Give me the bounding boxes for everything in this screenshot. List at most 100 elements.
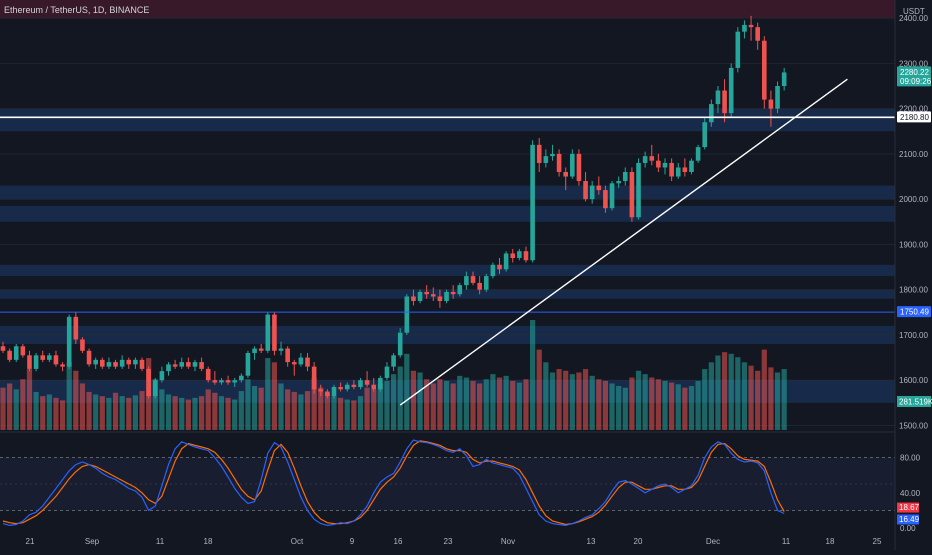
- price-tag-bg: [897, 66, 931, 87]
- x-tick-label: Nov: [501, 537, 515, 546]
- candle: [483, 273, 489, 292]
- candle: [358, 377, 363, 390]
- candle-body: [536, 144, 542, 163]
- candle: [318, 384, 324, 397]
- volume-bar: [278, 383, 284, 430]
- volume-bar: [741, 362, 748, 430]
- candle-body: [695, 147, 701, 161]
- zone-1: [0, 108, 895, 132]
- volume-bar: [318, 387, 324, 430]
- candle: [397, 328, 403, 358]
- volume-bar: [338, 397, 344, 430]
- candle: [536, 138, 542, 172]
- price-tag-label: 2280.22: [900, 68, 929, 77]
- x-tick-label: 9: [350, 537, 355, 546]
- candle: [212, 371, 218, 385]
- candle-body: [225, 380, 231, 383]
- volume-bar: [119, 396, 125, 430]
- volume-bar: [437, 379, 443, 430]
- candle: [510, 248, 516, 263]
- candle-body: [113, 362, 118, 367]
- candle-body: [245, 353, 251, 376]
- volume-bar: [371, 389, 377, 430]
- candle: [391, 353, 396, 372]
- candle-body: [517, 251, 522, 258]
- candle: [682, 158, 688, 177]
- volume-bar: [589, 375, 595, 430]
- osc-d-tag-label: 18.67: [899, 503, 920, 512]
- volume-bar: [404, 353, 410, 430]
- osc-tick-label: 40.00: [900, 489, 921, 498]
- candle-body: [775, 86, 780, 109]
- candle-body: [80, 339, 85, 351]
- trendline: [399, 78, 848, 406]
- candle: [80, 337, 85, 354]
- candle: [258, 344, 264, 354]
- candle-body: [702, 122, 708, 148]
- volume-bar: [225, 397, 231, 430]
- volume-bar: [93, 394, 99, 430]
- candle: [583, 172, 588, 202]
- x-tick-label: 16: [394, 537, 403, 546]
- candle: [219, 377, 224, 385]
- candle: [517, 248, 522, 261]
- candle-body: [523, 251, 529, 261]
- volume-bar: [463, 377, 469, 430]
- candle-body: [530, 144, 535, 261]
- candle-body: [318, 389, 324, 392]
- volume-bar: [20, 379, 26, 430]
- y-tick-label: 2300.00: [899, 59, 928, 68]
- volume-bar: [66, 362, 72, 430]
- candle-body: [781, 72, 787, 86]
- x-tick-label: Dec: [706, 537, 720, 546]
- volume-bar: [569, 374, 575, 430]
- candle: [722, 79, 727, 123]
- volume-bar: [251, 386, 258, 430]
- candle-body: [437, 296, 443, 301]
- candle-body: [285, 348, 290, 363]
- candle-body: [411, 296, 416, 301]
- candle: [497, 258, 502, 274]
- symbol-title: Ethereum / TetherUS, 1D, BINANCE: [4, 5, 150, 15]
- candle: [100, 357, 105, 369]
- candle-body: [351, 384, 357, 387]
- candle-body: [457, 285, 463, 295]
- y-tick-label: 1600.00: [899, 376, 928, 385]
- volume-bar: [543, 362, 549, 430]
- candle-body: [450, 291, 456, 295]
- candle-body: [649, 156, 655, 161]
- candle: [689, 158, 694, 175]
- candle: [450, 285, 456, 299]
- price-tag-bg: [897, 111, 931, 123]
- candle: [768, 90, 774, 127]
- volume-bar: [99, 396, 105, 430]
- volume-bar: [721, 352, 728, 430]
- candle: [20, 344, 26, 358]
- candle-body: [179, 362, 185, 367]
- volume-bar: [238, 391, 244, 430]
- osc-k-tag-bg: [897, 514, 919, 525]
- candle: [596, 176, 602, 195]
- candle-body: [344, 384, 350, 390]
- volume-bar: [106, 397, 112, 430]
- candle: [139, 357, 145, 372]
- candle-body: [20, 346, 26, 356]
- drawn-lines[interactable]: [0, 78, 895, 406]
- volume-bar: [165, 394, 172, 430]
- candle-body: [272, 314, 277, 351]
- candle-body: [675, 167, 681, 177]
- candle: [550, 144, 555, 161]
- volume-bar: [377, 383, 383, 430]
- candle: [576, 149, 582, 186]
- candle-body: [219, 380, 224, 383]
- volume-bar: [735, 357, 741, 430]
- volume-tag-label: 281.519K: [899, 398, 932, 407]
- candle-body: [212, 380, 218, 383]
- candle: [589, 181, 595, 204]
- y-tick-label: 2000.00: [899, 195, 928, 204]
- volume-bar: [523, 379, 529, 430]
- volume-bar: [609, 383, 615, 430]
- candle: [126, 357, 132, 369]
